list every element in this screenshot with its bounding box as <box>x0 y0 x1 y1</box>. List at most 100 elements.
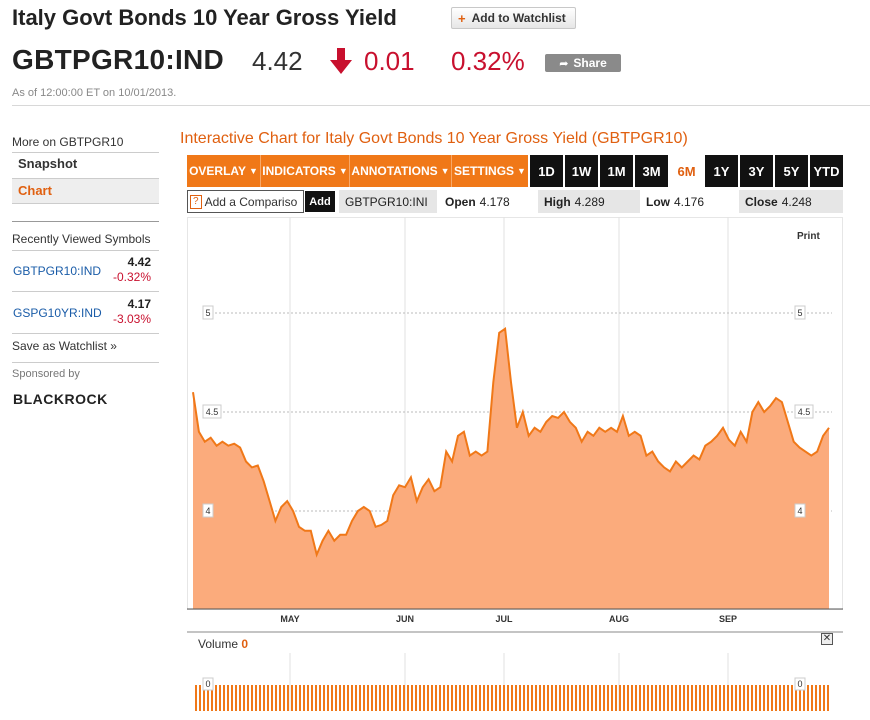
volume-bar <box>223 685 225 711</box>
volume-bar <box>519 685 521 711</box>
volume-bar <box>743 685 745 711</box>
help-icon[interactable]: ? <box>190 194 202 209</box>
volume-bar <box>511 685 513 711</box>
range-3m-button[interactable]: 3M <box>635 155 668 187</box>
volume-bar <box>755 685 757 711</box>
add-comparison-button[interactable]: Add <box>305 191 335 212</box>
volume-bar <box>591 685 593 711</box>
close-label: Close <box>745 194 778 209</box>
volume-bar <box>735 685 737 711</box>
volume-bar <box>607 685 609 711</box>
x-tick-label: SEP <box>719 614 737 624</box>
range-5y-button[interactable]: 5Y <box>775 155 808 187</box>
volume-bar <box>551 685 553 711</box>
sidebar-divider <box>12 333 159 334</box>
close-x-icon[interactable]: ✕ <box>821 633 833 645</box>
volume-bar <box>751 685 753 711</box>
caret-down-icon: ▼ <box>440 166 450 176</box>
price-change-percent: 0.32% <box>451 46 525 76</box>
volume-bar <box>363 685 365 711</box>
list-item: GSPG10YR:IND 4.17 -3.03% <box>12 294 159 330</box>
volume-bar <box>587 685 589 711</box>
volume-bar <box>311 685 313 711</box>
volume-bar <box>495 685 497 711</box>
x-tick-label: JUN <box>396 614 414 624</box>
price-chart[interactable]: 5 5 4.5 4.5 4 4 MAY JUN JUL AUG SEP 0 0 <box>187 217 843 711</box>
add-comparison-input[interactable]: ? Add a Compariso <box>187 190 304 213</box>
recent-symbol-change: -3.03% <box>112 312 151 326</box>
volume-bar <box>707 685 709 711</box>
volume-bar <box>571 685 573 711</box>
volume-bar <box>691 685 693 711</box>
volume-bar <box>639 685 641 711</box>
range-1m-button[interactable]: 1M <box>600 155 633 187</box>
volume-bar <box>771 685 773 711</box>
list-item: GBTPGR10:IND 4.42 -0.32% <box>12 252 159 288</box>
volume-bar <box>243 685 245 711</box>
sidebar-item-chart[interactable]: Chart <box>12 179 159 203</box>
volume-bar <box>583 685 585 711</box>
recent-symbol-link[interactable]: GSPG10YR:IND <box>13 306 102 320</box>
volume-bar <box>331 685 333 711</box>
volume-bar <box>671 685 673 711</box>
indicators-menu[interactable]: INDICATORS ▼ <box>261 155 350 187</box>
volume-bar <box>471 685 473 711</box>
volume-bar <box>563 685 565 711</box>
y-tick-box <box>202 404 222 419</box>
low-stat: Low 4.176 <box>640 190 738 213</box>
print-button[interactable]: Print <box>797 231 820 242</box>
sidebar-item-snapshot[interactable]: Snapshot <box>18 156 78 171</box>
volume-bar <box>447 685 449 711</box>
add-to-watchlist-label: Add to Watchlist <box>471 11 566 25</box>
sidebar-divider <box>12 291 159 292</box>
volume-bar <box>359 685 361 711</box>
sponsored-by-label: Sponsored by <box>12 368 80 380</box>
recent-symbol-link[interactable]: GBTPGR10:IND <box>13 264 102 278</box>
volume-bar <box>807 685 809 711</box>
recently-viewed-heading: Recently Viewed Symbols <box>12 232 151 246</box>
chart-toolbar: OVERLAY ▼ INDICATORS ▼ ANNOTATIONS ▼ SETTIN… <box>187 155 843 187</box>
settings-menu[interactable]: SETTINGS ▼ <box>452 155 528 187</box>
open-label: Open <box>445 194 476 209</box>
annotations-menu[interactable]: ANNOTATIONS ▼ <box>350 155 452 187</box>
settings-label: SETTINGS <box>454 164 515 178</box>
range-6m-button[interactable]: 6M <box>670 155 703 187</box>
volume-bar <box>315 685 317 711</box>
volume-bar <box>667 685 669 711</box>
volume-bar <box>791 685 793 711</box>
range-1w-button[interactable]: 1W <box>565 155 598 187</box>
volume-bar <box>787 685 789 711</box>
overlay-label: OVERLAY <box>189 164 246 178</box>
add-comparison-placeholder: Add a Compariso <box>204 194 298 209</box>
volume-bar <box>459 685 461 711</box>
overlay-menu[interactable]: OVERLAY ▼ <box>187 155 261 187</box>
volume-bar <box>351 685 353 711</box>
volume-bar <box>567 685 569 711</box>
range-1d-button[interactable]: 1D <box>530 155 563 187</box>
range-1y-button[interactable]: 1Y <box>705 155 738 187</box>
range-ytd-button[interactable]: YTD <box>810 155 843 187</box>
volume-bar <box>559 685 561 711</box>
recent-symbol-value: 4.42 <box>127 255 151 269</box>
ticker-symbol: GBTPGR10:IND <box>12 44 225 75</box>
volume-bar <box>767 685 769 711</box>
add-to-watchlist-button[interactable]: + Add to Watchlist <box>451 7 576 29</box>
volume-bar <box>335 685 337 711</box>
volume-bar <box>211 685 213 711</box>
sidebar-divider <box>12 362 159 363</box>
share-button[interactable]: ➦ Share <box>545 54 621 72</box>
volume-bar <box>531 685 533 711</box>
save-as-watchlist-link[interactable]: Save as Watchlist » <box>12 339 117 353</box>
sidebar-divider <box>12 250 159 251</box>
volume-bar <box>299 685 301 711</box>
volume-bar <box>239 685 241 711</box>
low-value: 4.176 <box>674 194 705 209</box>
high-stat: High 4.289 <box>538 190 640 213</box>
share-label: Share <box>573 56 607 70</box>
volume-bar <box>383 685 385 711</box>
range-3y-button[interactable]: 3Y <box>740 155 773 187</box>
volume-bar <box>659 685 661 711</box>
more-on-heading: More on GBTPGR10 <box>12 135 124 149</box>
volume-bar <box>407 685 409 711</box>
volume-bar <box>619 685 621 711</box>
